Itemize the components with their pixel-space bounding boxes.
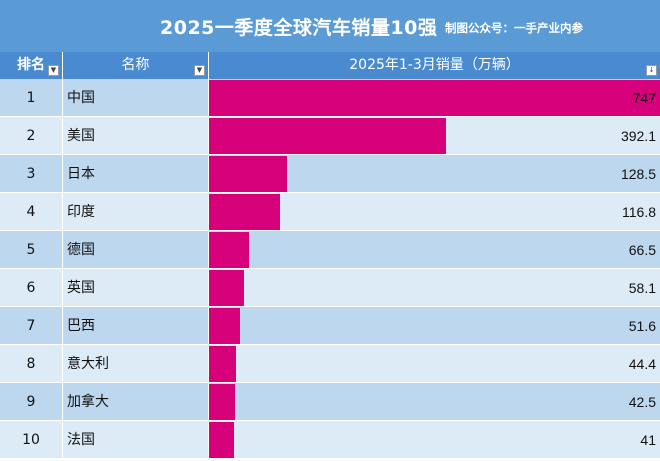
- data-bar: [209, 232, 249, 268]
- rank-cell[interactable]: 1: [0, 79, 63, 117]
- data-label: 41: [640, 432, 656, 448]
- data-label: 116.8: [622, 204, 656, 220]
- table-row[interactable]: 7 巴西 51.6: [0, 307, 660, 345]
- sales-cell[interactable]: 42.5: [209, 383, 660, 421]
- header-name-label: 名称: [121, 57, 150, 73]
- sales-cell[interactable]: 116.8: [209, 193, 660, 231]
- category-label[interactable]: 意大利: [63, 345, 209, 383]
- chart-title: 2025一季度全球汽车销量10强: [160, 17, 438, 39]
- category-label[interactable]: 印度: [63, 193, 209, 231]
- category-label[interactable]: 法国: [63, 421, 209, 459]
- data-label: 128.5: [620, 166, 656, 182]
- table-row[interactable]: 2 美国 392.1: [0, 117, 660, 155]
- sales-cell[interactable]: 747: [209, 79, 660, 117]
- rank-cell[interactable]: 3: [0, 155, 63, 193]
- rank-cell[interactable]: 4: [0, 193, 63, 231]
- category-label[interactable]: 中国: [63, 79, 209, 117]
- table-row[interactable]: 5 德国 66.5: [0, 231, 660, 269]
- sales-cell[interactable]: 51.6: [209, 307, 660, 345]
- rank-cell[interactable]: 7: [0, 307, 63, 345]
- category-label[interactable]: 美国: [63, 117, 209, 155]
- data-bar: [209, 346, 236, 382]
- data-label: 44.4: [628, 356, 656, 372]
- table-row[interactable]: 9 加拿大 42.5: [0, 383, 660, 421]
- sales-cell[interactable]: 392.1: [209, 117, 660, 155]
- table-row[interactable]: 3 日本 128.5: [0, 155, 660, 193]
- rank-cell[interactable]: 8: [0, 345, 63, 383]
- data-label: 392.1: [620, 128, 656, 144]
- data-label: 42.5: [628, 394, 656, 410]
- rank-cell[interactable]: 6: [0, 269, 63, 307]
- data-bar: [209, 80, 660, 116]
- header-row: 排名 ▼ 名称 ▼ 2025年1-3月销量（万辆） ↓: [0, 52, 660, 79]
- category-label[interactable]: 德国: [63, 231, 209, 269]
- table-row[interactable]: 10 法国 41: [0, 421, 660, 459]
- sales-cell[interactable]: 41: [209, 421, 660, 459]
- header-rank-label: 排名: [17, 57, 45, 73]
- data-bar: [209, 270, 244, 306]
- category-label[interactable]: 巴西: [63, 307, 209, 345]
- sales-cell[interactable]: 44.4: [209, 345, 660, 383]
- header-rank[interactable]: 排名 ▼: [0, 52, 63, 79]
- sales-cell[interactable]: 66.5: [209, 231, 660, 269]
- data-label: 51.6: [628, 318, 656, 334]
- filter-dropdown-sales-sort-descending-icon[interactable]: ↓: [646, 65, 657, 76]
- sales-cell[interactable]: 128.5: [209, 155, 660, 193]
- header-sales-label: 2025年1-3月销量（万辆）: [349, 57, 520, 73]
- rank-cell[interactable]: 9: [0, 383, 63, 421]
- category-label[interactable]: 加拿大: [63, 383, 209, 421]
- filter-dropdown-rank-chevron-down-icon[interactable]: ▼: [48, 65, 59, 76]
- chart-subtitle: 制图公众号：一手产业内参: [445, 21, 583, 35]
- table-row[interactable]: 8 意大利 44.4: [0, 345, 660, 383]
- header-name[interactable]: 名称 ▼: [63, 52, 209, 79]
- sales-cell[interactable]: 58.1: [209, 269, 660, 307]
- data-bar: [209, 384, 235, 420]
- data-label: 58.1: [628, 280, 656, 296]
- header-sales[interactable]: 2025年1-3月销量（万辆） ↓: [209, 52, 660, 79]
- table-row[interactable]: 4 印度 116.8: [0, 193, 660, 231]
- category-label[interactable]: 英国: [63, 269, 209, 307]
- data-bar: [209, 156, 287, 192]
- data-label: 747: [632, 90, 656, 106]
- data-bar: [209, 194, 280, 230]
- data-label: 66.5: [628, 242, 656, 258]
- data-bar: [209, 308, 240, 344]
- title-bar: 2025一季度全球汽车销量10强 制图公众号：一手产业内参: [0, 0, 660, 52]
- data-bar: [209, 422, 234, 458]
- data-bar: [209, 118, 446, 154]
- category-label[interactable]: 日本: [63, 155, 209, 193]
- filter-dropdown-name-chevron-down-icon[interactable]: ▼: [194, 65, 205, 76]
- table-row[interactable]: 6 英国 58.1: [0, 269, 660, 307]
- rank-cell[interactable]: 10: [0, 421, 63, 459]
- rank-cell[interactable]: 2: [0, 117, 63, 155]
- table-row[interactable]: 1 中国 747: [0, 79, 660, 117]
- rank-cell[interactable]: 5: [0, 231, 63, 269]
